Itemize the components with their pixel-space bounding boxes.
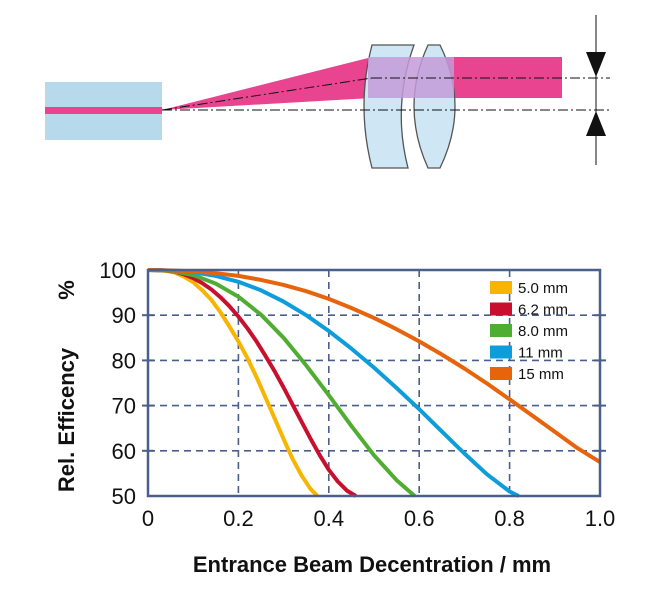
y-tick-label: 90 [112,303,136,328]
curves [147,268,602,498]
series-line [147,268,520,498]
offset-arrow-up-icon [586,111,606,136]
offset-arrow-down-icon [586,52,606,77]
x-tick-label: 0.4 [314,506,345,531]
y-axis-title-group: Rel. Efficency % [54,280,79,492]
series-line [147,268,602,464]
y-tick-label: 50 [112,484,136,509]
y-tick-label: 60 [112,439,136,464]
y-tick-label: 70 [112,394,136,419]
legend-swatch [490,345,512,359]
series-line [148,268,319,498]
optical-setup-diagram [45,15,610,169]
x-tick-label: 0.2 [223,506,254,531]
legend-label: 5.0 mm [518,280,568,297]
ticks: 0 0.2 0.4 0.6 0.8 1.0 100 90 80 70 60 50 [99,258,615,531]
diverging-beam [162,57,372,110]
legend-swatch [490,367,512,380]
legend-swatch [490,302,512,316]
x-axis-title: Entrance Beam Decentration / mm [193,552,551,577]
y-tick-label: 80 [112,348,136,373]
series-line [147,268,417,498]
legend-label: 6.2 mm [518,302,568,319]
legend-label: 8.0 mm [518,323,568,340]
y-axis-unit: % [54,280,79,300]
series-line [148,268,357,498]
legend-label: 11 mm [518,345,563,362]
legend: 5.0 mm 6.2 mm 8.0 mm 11 mm 15 mm [490,280,568,383]
x-tick-label: 0.6 [404,506,435,531]
fiber-core [45,107,162,114]
y-tick-label: 100 [99,258,136,283]
legend-label: 15 mm [518,366,564,383]
legend-swatch [490,324,512,337]
x-tick-label: 0.8 [494,506,525,531]
y-axis-title: Rel. Efficency [54,347,79,492]
plot-frame [146,268,602,498]
x-tick-label: 0 [142,506,154,531]
legend-swatch [490,281,512,294]
x-tick-label: 1.0 [585,506,616,531]
